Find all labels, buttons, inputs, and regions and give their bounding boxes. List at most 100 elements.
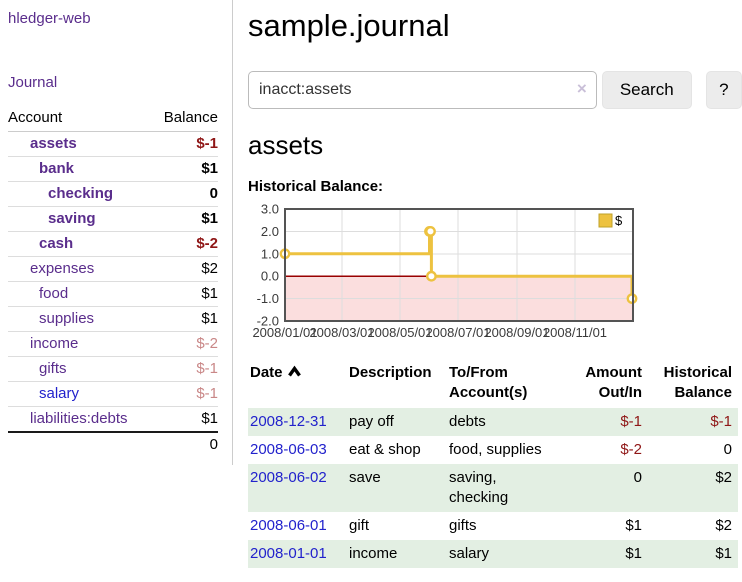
account-name-cell: bank xyxy=(8,156,153,182)
search-input[interactable] xyxy=(248,71,597,109)
register-date-cell: 2008-12-31 xyxy=(248,408,343,436)
y-tick-label: 2.0 xyxy=(261,224,279,239)
historical-balance-chart: $3.0 2.0 1.0 0.0 -1.0 -2.0 2008/01/01 2008/03/0… xyxy=(248,202,710,346)
register-table-body: 2008-12-31 pay off debts $-1 $-1 2008-06-03 ea… xyxy=(248,408,738,568)
account-row: bank $1 xyxy=(8,156,218,182)
register-header-balance: Historical Balance xyxy=(663,364,732,401)
register-header-description: Description xyxy=(349,364,432,381)
page-title: sample.journal xyxy=(248,8,450,43)
account-row: salary $-1 xyxy=(8,381,218,407)
account-link-salary[interactable]: salary xyxy=(39,385,80,402)
data-point xyxy=(425,270,437,282)
transaction-date-link[interactable]: 2008-12-31 xyxy=(250,413,327,430)
account-link-saving[interactable]: saving xyxy=(48,210,96,227)
account-row: expenses $2 xyxy=(8,256,218,282)
accounts-total-row: 0 xyxy=(8,431,218,457)
account-balance: $-1 xyxy=(152,356,218,382)
account-name-cell: salary xyxy=(8,381,153,407)
account-row: gifts $-1 xyxy=(8,356,218,382)
account-row: assets $-1 xyxy=(8,131,218,157)
transaction-date-link[interactable]: 2008-06-02 xyxy=(250,469,327,486)
search-button[interactable]: Search xyxy=(601,71,692,109)
account-name-cell: expenses xyxy=(8,256,153,282)
plot-border xyxy=(284,208,634,322)
account-name-cell: food xyxy=(8,281,153,307)
transaction-date-link[interactable]: 2008-06-01 xyxy=(250,517,327,534)
account-row: cash $-2 xyxy=(8,231,218,257)
account-link-bank[interactable]: bank xyxy=(39,160,75,177)
accounts-table: Account Balance assets $-1 bank $1 checking 0… xyxy=(8,106,218,457)
account-link-supplies[interactable]: supplies xyxy=(39,310,95,327)
accounts-total: 0 xyxy=(152,431,218,457)
account-link-income[interactable]: income xyxy=(30,335,79,352)
transaction-date-link[interactable]: 2008-06-03 xyxy=(250,441,327,458)
register-date-cell: 2008-06-01 xyxy=(248,512,343,540)
chart-title: Historical Balance: xyxy=(248,178,384,195)
sort-ascending-icon xyxy=(287,365,301,377)
x-tick-label: 2008/05/01 xyxy=(367,325,432,340)
account-row: food $1 xyxy=(8,281,218,307)
account-link-expenses[interactable]: expenses xyxy=(30,260,95,277)
data-point xyxy=(425,226,436,237)
register-date-cell: 2008-01-01 xyxy=(248,540,343,568)
account-balance: 0 xyxy=(152,181,218,207)
account-link-gifts[interactable]: gifts xyxy=(39,360,67,377)
x-tick-label: 2008/01/01 xyxy=(252,325,317,340)
register-accounts-cell: saving, checking xyxy=(449,469,509,506)
register-header-amount: Amount Out/In xyxy=(585,364,642,401)
register-balance-cell: 0 xyxy=(723,441,732,458)
register-date-cell: 2008-06-03 xyxy=(248,436,343,464)
register-balance-cell: $1 xyxy=(715,545,732,562)
x-tick-label: 2008/11/01 xyxy=(543,325,607,340)
account-row: liabilities:debts $1 xyxy=(8,407,218,433)
register-description-cell: income xyxy=(349,545,398,562)
account-link-cash[interactable]: cash xyxy=(39,235,74,252)
account-balance: $-2 xyxy=(152,331,218,357)
clear-search-icon[interactable]: × xyxy=(576,79,587,98)
register-balance-cell: $2 xyxy=(715,469,732,486)
account-name-cell: liabilities:debts xyxy=(8,407,152,433)
account-link-food[interactable]: food xyxy=(39,285,69,302)
sidebar-item-journal[interactable]: Journal xyxy=(8,74,58,91)
register-header-date-label: Date xyxy=(250,364,283,381)
account-balance: $1 xyxy=(152,156,218,182)
account-name-cell: income xyxy=(8,331,153,357)
transaction-date-link[interactable]: 2008-01-01 xyxy=(250,545,327,562)
register-row: 2008-06-03 eat & shop food, supplies $-2 0 xyxy=(248,436,738,464)
y-tick-label: 3.0 xyxy=(261,204,279,217)
register-description-cell: gift xyxy=(349,517,370,534)
account-name-cell: assets xyxy=(8,131,153,157)
search-form: × Search ? xyxy=(248,71,742,109)
register-table: Date Description To/From Account(s) Amou… xyxy=(248,363,738,568)
account-heading: assets xyxy=(248,130,324,160)
account-name-cell: saving xyxy=(8,206,153,232)
account-name-cell: gifts xyxy=(8,356,153,382)
register-accounts-cell: gifts xyxy=(449,517,477,534)
register-row: 2008-06-01 gift gifts $1 $2 xyxy=(248,512,738,540)
app-brand-link[interactable]: hledger-web xyxy=(8,10,91,27)
account-name-cell: supplies xyxy=(8,306,153,332)
account-balance: $-1 xyxy=(152,131,218,157)
accounts-table-body: assets $-1 bank $1 checking 0 saving $1 cash $-2 e… xyxy=(8,131,218,433)
account-link-liabilities-debts[interactable]: liabilities:debts xyxy=(30,410,128,427)
accounts-total-spacer xyxy=(8,431,153,457)
account-balance: $1 xyxy=(152,206,218,232)
help-button[interactable]: ? xyxy=(705,71,742,109)
x-tick-label: 2008/09/01 xyxy=(484,325,549,340)
register-row: 2008-06-02 save saving, checking 0 $2 xyxy=(248,464,738,512)
accounts-header-account: Account xyxy=(8,106,153,132)
accounts-table-header-row: Account Balance xyxy=(8,106,218,132)
register-header-accounts: To/From Account(s) xyxy=(449,364,528,401)
account-balance: $-1 xyxy=(152,381,218,407)
register-accounts-cell: food, supplies xyxy=(449,441,542,458)
account-name-cell: cash xyxy=(8,231,153,257)
account-balance: $1 xyxy=(201,410,218,427)
register-header-date[interactable]: Date xyxy=(248,363,343,408)
account-link-checking[interactable]: checking xyxy=(48,185,114,202)
search-input-wrap: × xyxy=(248,71,597,109)
account-link-assets[interactable]: assets xyxy=(30,135,77,152)
y-tick-label: 0.0 xyxy=(261,269,279,284)
register-amount-cell: $1 xyxy=(625,517,642,534)
register-accounts-cell: debts xyxy=(449,413,486,430)
account-balance: $-2 xyxy=(152,231,218,257)
